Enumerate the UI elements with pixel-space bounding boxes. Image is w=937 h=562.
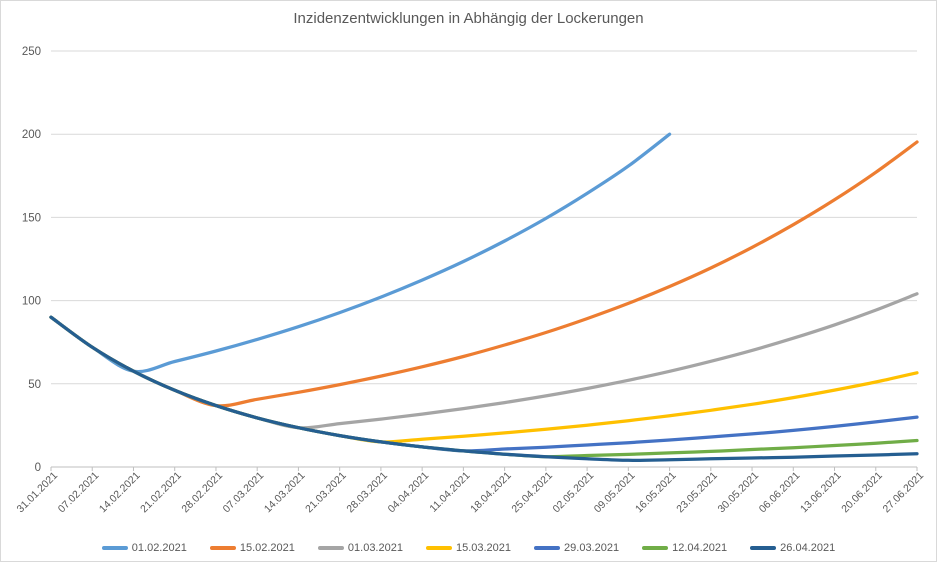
x-tick-label: 28.02.2021 xyxy=(179,470,225,516)
chart-legend: 01.02.2021 15.02.2021 01.03.2021 15.03.2021… xyxy=(1,542,936,554)
legend-line-swatch xyxy=(209,546,236,550)
legend-item-15.03.2021: 15.03.2021 xyxy=(425,542,512,554)
x-tick-label: 27.06.2021 xyxy=(880,470,926,516)
y-tick-label: 100 xyxy=(22,296,41,308)
series-line-15.02.2021 xyxy=(49,140,919,408)
legend-item-29.03.2021: 29.03.2021 xyxy=(534,542,619,554)
x-tick-label: 31.01.2021 xyxy=(14,470,60,516)
series-line-01.02.2021 xyxy=(49,132,672,374)
legend-item-01.02.2021: 01.02.2021 xyxy=(101,542,187,554)
y-tick-label: 250 xyxy=(22,46,41,58)
legend-line-swatch xyxy=(425,546,452,550)
x-tick-label: 07.02.2021 xyxy=(56,470,102,516)
x-tick-label: 18.04.2021 xyxy=(468,470,514,516)
y-tick-label: 150 xyxy=(22,212,41,224)
y-tick-label: 200 xyxy=(22,129,41,141)
legend-line-swatch xyxy=(101,546,128,550)
legend-item-01.03.2021: 01.03.2021 xyxy=(317,542,403,554)
x-tick-label: 23.05.2021 xyxy=(674,470,720,516)
x-tick-label: 14.02.2021 xyxy=(97,470,143,516)
x-tick-label: 28.03.2021 xyxy=(344,470,390,516)
legend-line-swatch xyxy=(317,546,344,550)
x-tick-label: 20.06.2021 xyxy=(839,470,885,516)
x-tick-label: 11.04.2021 xyxy=(427,470,472,515)
x-tick-label: 06.06.2021 xyxy=(757,470,803,516)
y-tick-label: 50 xyxy=(28,379,41,391)
x-tick-label: 16.05.2021 xyxy=(633,470,679,516)
legend-label: 12.04.2021 xyxy=(672,542,728,554)
legend-item-15.02.2021: 15.02.2021 xyxy=(209,542,295,554)
legend-label: 15.03.2021 xyxy=(455,542,512,554)
legend-label: 01.03.2021 xyxy=(347,542,403,554)
x-tick-label: 07.03.2021 xyxy=(221,470,267,516)
series-line-26.04.2021 xyxy=(49,315,919,462)
legend-item-26.04.2021: 26.04.2021 xyxy=(750,542,835,554)
x-tick-label: 21.03.2021 xyxy=(303,470,349,516)
x-tick-label: 13.06.2021 xyxy=(798,470,844,516)
legend-line-swatch xyxy=(534,546,561,550)
legend-line-swatch xyxy=(750,546,777,550)
legend-item-12.04.2021: 12.04.2021 xyxy=(642,542,727,554)
legend-label: 01.02.2021 xyxy=(131,542,187,554)
x-tick-label: 21.02.2021 xyxy=(138,470,184,516)
legend-label: 29.03.2021 xyxy=(564,542,620,554)
legend-line-swatch xyxy=(642,546,669,550)
x-tick-label: 25.04.2021 xyxy=(509,470,555,516)
chart-title: Inzidenzentwicklungen in Abhängig der Lo… xyxy=(293,10,644,27)
x-tick-label: 02.05.2021 xyxy=(551,470,597,516)
x-tick-label: 30.05.2021 xyxy=(716,470,762,516)
x-tick-label: 04.04.2021 xyxy=(386,470,432,516)
legend-label: 15.02.2021 xyxy=(239,542,295,554)
x-tick-label: 09.05.2021 xyxy=(592,470,638,516)
legend-label: 26.04.2021 xyxy=(780,542,836,554)
x-tick-label: 14.03.2021 xyxy=(262,470,308,516)
y-tick-label: 0 xyxy=(35,462,41,474)
series-line-15.03.2021 xyxy=(49,315,919,444)
